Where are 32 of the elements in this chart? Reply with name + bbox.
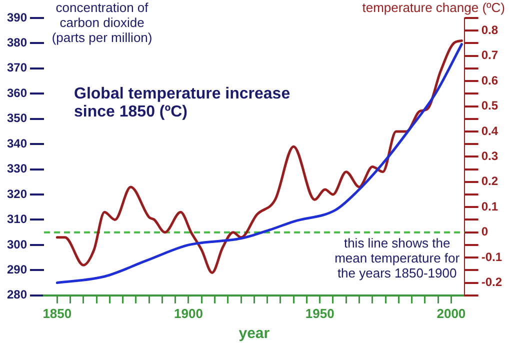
- y2-tick-label: 0.6: [481, 73, 498, 88]
- y2-tick-label: -0.2: [481, 275, 502, 290]
- y2-tick-label: 0.8: [481, 22, 498, 37]
- y2-tick-label: 0.2: [481, 174, 498, 188]
- y2-axis-title: temperature change (ºC): [362, 0, 505, 16]
- x-tick-label: 1850: [42, 306, 72, 321]
- y-tick-label: 350: [6, 111, 28, 126]
- y2-tick-label: 0.7: [481, 48, 498, 62]
- y-tick-label: 370: [6, 60, 28, 75]
- y-tick-label: 320: [6, 186, 28, 201]
- y2-tick-label: 0.5: [481, 98, 498, 113]
- x-axis-title: year: [238, 325, 270, 342]
- y-tick-label: 340: [6, 136, 28, 150]
- y2-tick-label: 0.3: [481, 149, 498, 164]
- y-tick-label: 380: [6, 36, 28, 50]
- y2-tick-label: -0.1: [481, 250, 502, 264]
- text: Global temperature increase since 1850 (ºC): [74, 85, 290, 120]
- x-tick-label: 1950: [305, 306, 334, 321]
- x-tick-label: 2000: [436, 306, 466, 321]
- y-tick-label: 360: [6, 86, 28, 100]
- y2-tick-label: 0.4: [481, 124, 498, 138]
- y-tick-label: 310: [6, 212, 28, 226]
- x-tick-label: 1900: [174, 306, 203, 321]
- y-tick-label: 280: [6, 288, 28, 302]
- y2-tick-label: 0: [481, 224, 488, 239]
- y-axis-title: concentration of carbon dioxide (parts per million): [52, 0, 152, 46]
- y-tick-label: 290: [6, 262, 28, 276]
- y-tick-label: 330: [6, 162, 28, 176]
- ref-line-label: this line shows the mean temperature for the years 1850-1900: [334, 235, 460, 280]
- y2-tick-label: 0.1: [481, 199, 498, 214]
- y-tick-label: 390: [6, 10, 28, 24]
- y-tick-label: 300: [6, 237, 28, 252]
